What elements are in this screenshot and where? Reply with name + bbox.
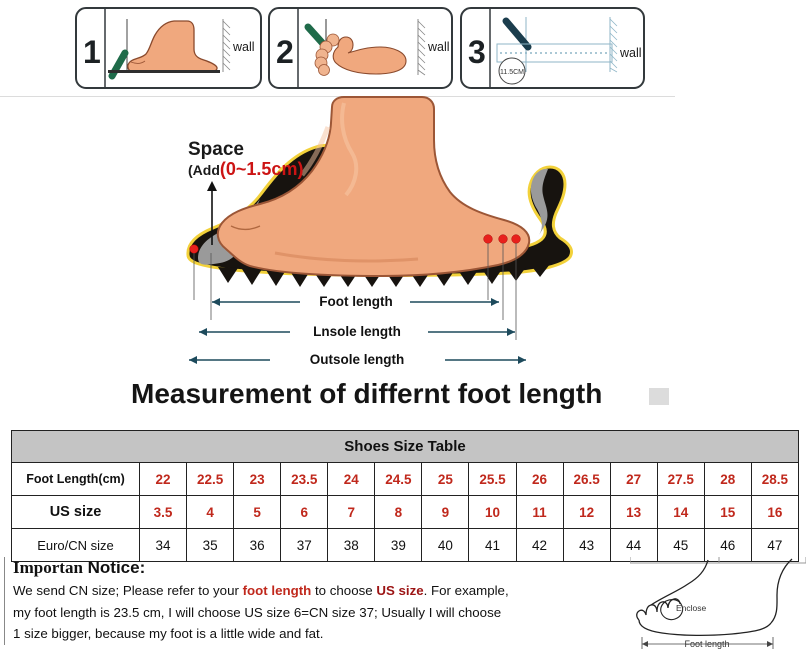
svg-text:11.5CM: 11.5CM	[500, 69, 524, 76]
svg-text:Foot length: Foot length	[684, 639, 729, 649]
svg-text:3: 3	[468, 34, 486, 70]
svg-text:1: 1	[83, 34, 101, 70]
svg-text:Enclose: Enclose	[676, 603, 707, 613]
svg-text:wall: wall	[427, 40, 450, 54]
svg-text:wall: wall	[232, 40, 255, 54]
svg-text:Foot length: Foot length	[319, 294, 392, 309]
svg-text:Space: Space	[188, 139, 244, 160]
svg-text:Outsole length: Outsole length	[310, 352, 405, 367]
svg-text:Lnsole length: Lnsole length	[313, 324, 401, 339]
svg-text:(Add(0~1.5cm): (Add(0~1.5cm)	[188, 159, 303, 179]
svg-text:2: 2	[276, 34, 294, 70]
svg-text:wall: wall	[619, 46, 642, 60]
